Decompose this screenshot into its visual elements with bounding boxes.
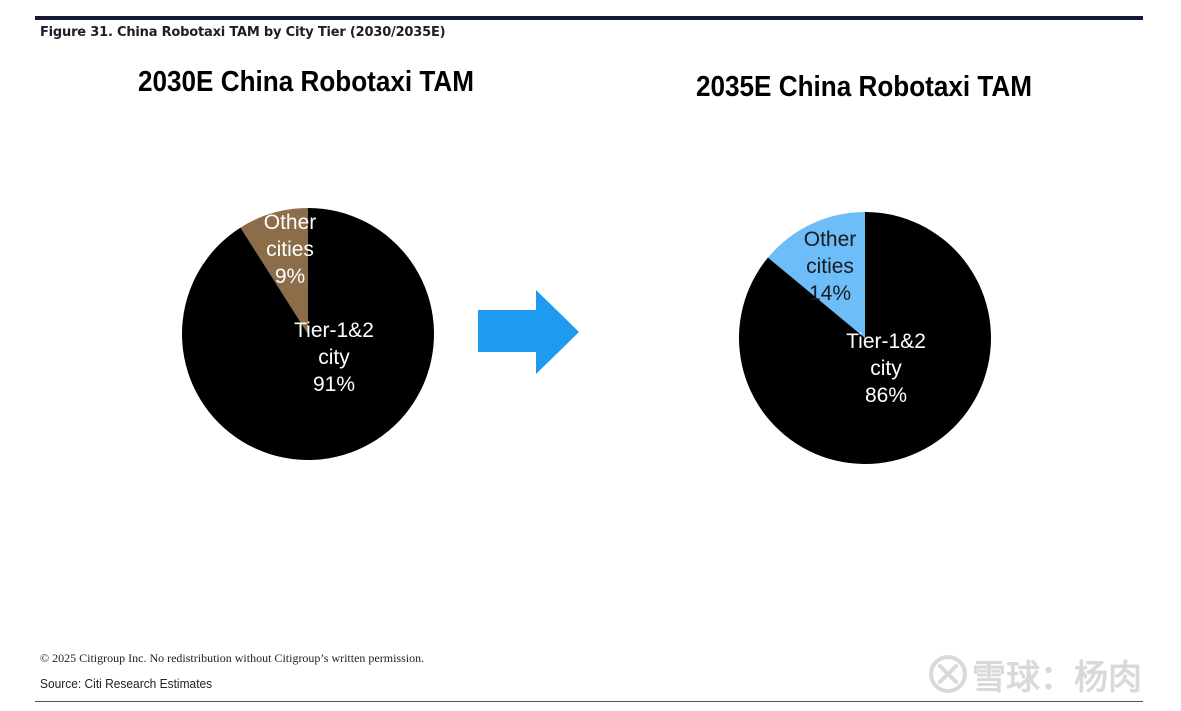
bottom-rule: [35, 701, 1143, 702]
pie-2035-slice-1: [739, 212, 991, 464]
pie-chart-2035: Other cities 14% Tier-1&2 city 86%: [739, 212, 991, 464]
top-rule: [35, 16, 1143, 20]
watermark-text: 雪球：杨肉: [972, 657, 1142, 698]
pie-2030-slice-0-label-line-1: cities: [266, 238, 314, 261]
pie-2030-slice-1-label-line-0: Tier-1&2: [294, 319, 374, 342]
chart-title-2035: 2035E China Robotaxi TAM: [696, 71, 1032, 103]
source-note: Source: Citi Research Estimates: [40, 676, 213, 691]
pie-2030-slice-0: [240, 208, 308, 334]
pie-2030-slice-1: [181, 208, 434, 460]
pie-2035-slice-0-label-line-1: cities: [806, 255, 854, 278]
pie-2035-slice-0: [767, 212, 865, 338]
pie-2030-slice-1-label-line-2: 91%: [313, 373, 355, 396]
pie-2035-slice-1-label-line-2: 86%: [865, 384, 907, 407]
watermark: 雪球：杨肉: [928, 652, 1148, 698]
right-arrow-icon: [478, 290, 579, 374]
pie-2030-slice-0-label-line-0: Other: [264, 211, 317, 234]
pie-2035-slice-1-label-line-0: Tier-1&2: [846, 330, 926, 353]
chart-title-2030: 2030E China Robotaxi TAM: [138, 66, 474, 98]
pie-2035-slice-1-label-line-1: city: [870, 357, 902, 380]
copyright-notice: © 2025 Citigroup Inc. No redistribution …: [40, 651, 425, 665]
pie-2035-slice-0-label-line-0: Other: [804, 228, 857, 251]
pie-2035-slice-0-label-line-2: 14%: [809, 282, 851, 305]
figure-title: Figure 31. China Robotaxi TAM by City Ti…: [40, 25, 446, 40]
pie-chart-2030: Other cities 9% Tier-1&2 city 91%: [181, 208, 434, 460]
pie-2030-slice-1-label-line-1: city: [318, 346, 350, 369]
pie-2030-slice-0-label-line-2: 9%: [275, 265, 305, 288]
snowball-logo-icon: [929, 655, 967, 693]
